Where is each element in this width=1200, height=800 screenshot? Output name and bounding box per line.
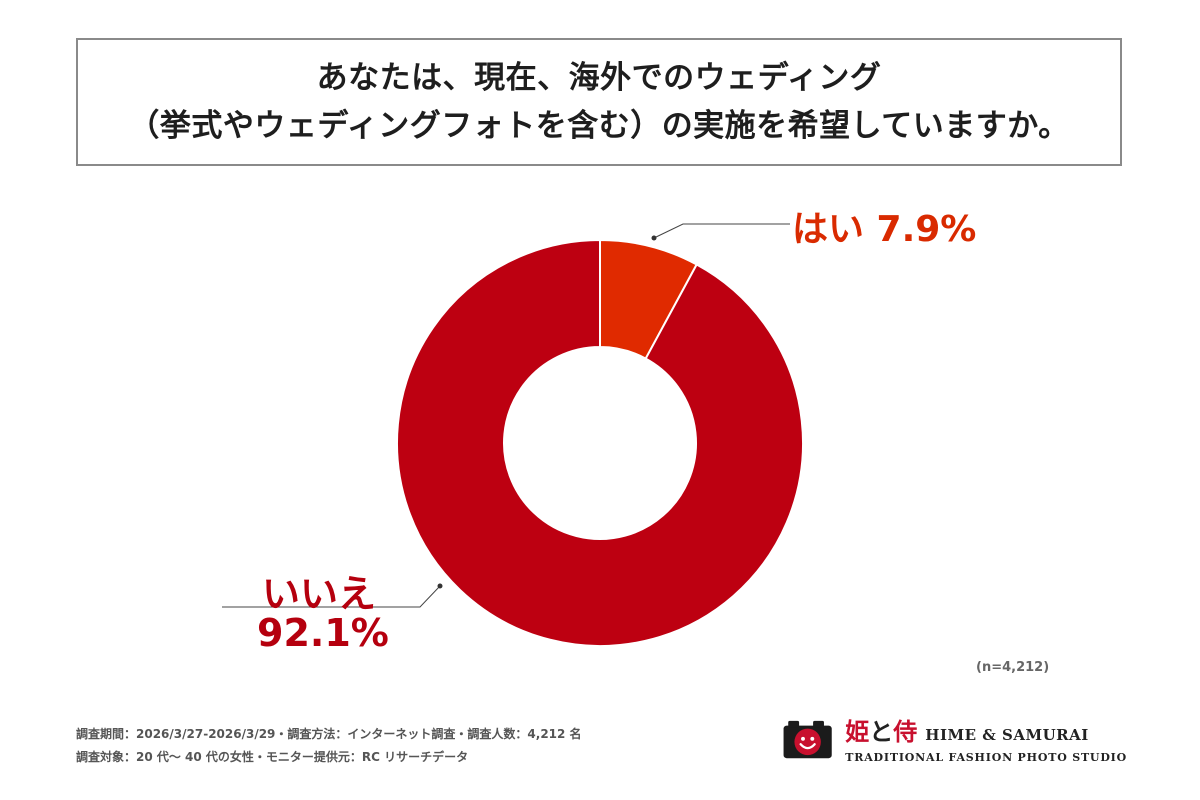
sample-size: (n=4,212): [976, 660, 1050, 675]
slice-no: [396, 238, 804, 647]
leader-yes-dot: [651, 235, 657, 241]
leader-lines: [222, 223, 790, 608]
camera-smiley-icon: [783, 720, 832, 759]
label-yes: はい 7.9%: [792, 209, 977, 250]
logo-samurai: 侍: [893, 718, 918, 746]
leader-no-dot: [437, 583, 443, 589]
brand-logo: 姫と侍 HIME & SAMURAI TRADITIONAL FASHION P…: [782, 708, 1127, 768]
label-no-value: 92.1%: [257, 611, 389, 655]
logo-to: と: [869, 718, 894, 746]
leader-yes-line: [653, 223, 790, 239]
survey-note-1: 調査期間：2026/3/27-2026/3/29・調査方法：インターネット調査・…: [76, 727, 582, 741]
logo-en-name: HIME & SAMURAI: [925, 726, 1089, 744]
leader-no-line: [222, 585, 441, 608]
donut-slices: [396, 238, 804, 647]
survey-note-2: 調査対象：20 代〜 40 代の女性・モニター提供元：RC リサーチデータ: [76, 750, 469, 764]
title-line-1: あなたは、現在、海外でのウェディング: [316, 60, 882, 96]
logo-hime: 姫: [845, 718, 870, 746]
logo-subtitle: TRADITIONAL FASHION PHOTO STUDIO: [845, 751, 1127, 764]
title-line-2: （挙式やウェディングフォトを含む）の実施を希望していますか。: [128, 108, 1070, 144]
label-no-name: いいえ: [262, 572, 377, 616]
title-box: あなたは、現在、海外でのウェディング （挙式やウェディングフォトを含む）の実施を…: [76, 38, 1122, 166]
